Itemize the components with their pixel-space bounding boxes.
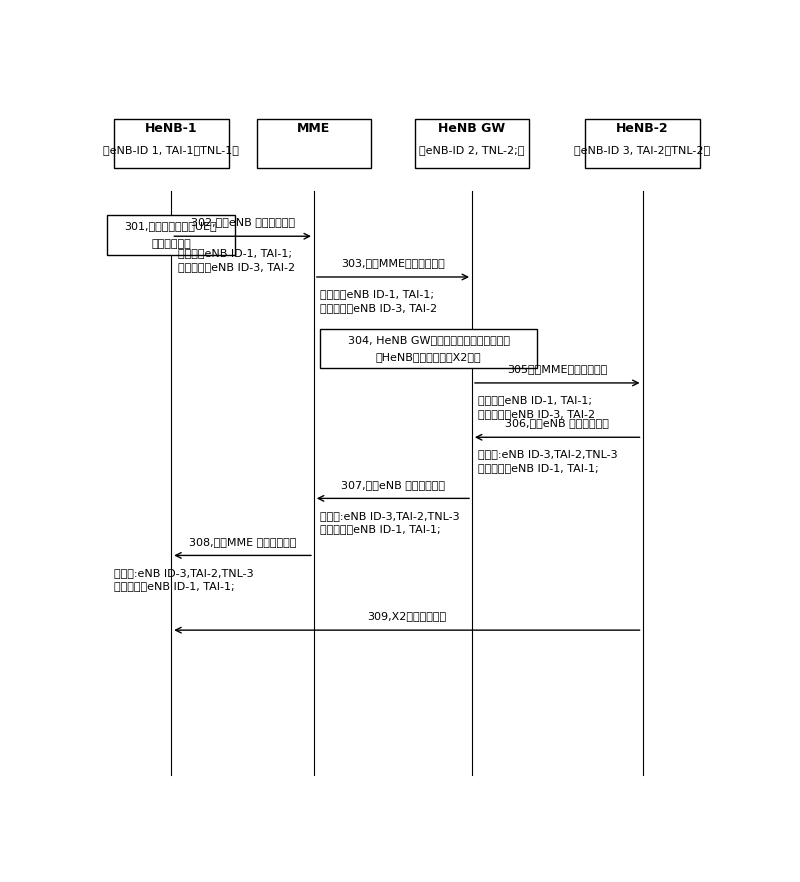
Text: 302,发送eNB 配置传输消息: 302,发送eNB 配置传输消息 bbox=[190, 217, 294, 228]
Text: 的HeNB之间建立直接X2接口: 的HeNB之间建立直接X2接口 bbox=[376, 352, 482, 362]
Text: 源节点：eNB ID-1, TAI-1;: 源节点：eNB ID-1, TAI-1; bbox=[178, 249, 291, 258]
Text: 301,发现新基站后，UE发: 301,发现新基站后，UE发 bbox=[125, 220, 218, 231]
Bar bbox=[114, 119, 229, 168]
Text: 目标节点：eNB ID-3, TAI-2: 目标节点：eNB ID-3, TAI-2 bbox=[320, 303, 438, 313]
Text: 307,发送eNB 配置传输消息: 307,发送eNB 配置传输消息 bbox=[341, 480, 445, 490]
Text: 目标节点：eNB ID-3, TAI-2: 目标节点：eNB ID-3, TAI-2 bbox=[178, 262, 294, 272]
Bar bbox=[585, 119, 700, 168]
Bar bbox=[107, 214, 234, 255]
Text: 304, HeNB GW决定其他基站可与自己控制: 304, HeNB GW决定其他基站可与自己控制 bbox=[348, 334, 510, 345]
Text: HeNB-1: HeNB-1 bbox=[145, 122, 198, 135]
Text: 源节点:eNB ID-3,TAI-2,TNL-3: 源节点:eNB ID-3,TAI-2,TNL-3 bbox=[478, 450, 618, 460]
Bar bbox=[414, 119, 530, 168]
Bar bbox=[320, 329, 537, 368]
Text: MME: MME bbox=[298, 122, 330, 135]
Text: （eNB-ID 3, TAI-2，TNL-2）: （eNB-ID 3, TAI-2，TNL-2） bbox=[574, 145, 710, 155]
Text: HeNB GW: HeNB GW bbox=[438, 122, 506, 135]
Text: 305发送MME配置传输消息: 305发送MME配置传输消息 bbox=[507, 364, 607, 374]
Text: 目标节点：eNB ID-1, TAI-1;: 目标节点：eNB ID-1, TAI-1; bbox=[114, 581, 234, 591]
Text: 源节点：eNB ID-1, TAI-1;: 源节点：eNB ID-1, TAI-1; bbox=[320, 289, 434, 299]
Text: 306,发送eNB 配置传输消息: 306,发送eNB 配置传输消息 bbox=[506, 418, 609, 429]
Text: 目标节点：eNB ID-1, TAI-1;: 目标节点：eNB ID-1, TAI-1; bbox=[478, 463, 599, 473]
Text: 源节点:eNB ID-3,TAI-2,TNL-3: 源节点:eNB ID-3,TAI-2,TNL-3 bbox=[114, 568, 254, 578]
Text: 目标节点：eNB ID-3, TAI-2: 目标节点：eNB ID-3, TAI-2 bbox=[478, 408, 595, 419]
Bar bbox=[257, 119, 371, 168]
Text: HeNB-2: HeNB-2 bbox=[616, 122, 669, 135]
Text: 309,X2接口建立请求: 309,X2接口建立请求 bbox=[367, 611, 446, 621]
Text: 303,发送MME配置传输消息: 303,发送MME配置传输消息 bbox=[341, 258, 445, 268]
Text: 源节点：eNB ID-1, TAI-1;: 源节点：eNB ID-1, TAI-1; bbox=[478, 395, 592, 405]
Text: 源节点:eNB ID-3,TAI-2,TNL-3: 源节点:eNB ID-3,TAI-2,TNL-3 bbox=[320, 511, 460, 520]
Text: （eNB-ID 1, TAI-1，TNL-1）: （eNB-ID 1, TAI-1，TNL-1） bbox=[103, 145, 239, 155]
Text: 送测量上报，: 送测量上报， bbox=[151, 239, 191, 249]
Text: （eNB-ID 2, TNL-2;）: （eNB-ID 2, TNL-2;） bbox=[419, 145, 525, 155]
Text: 目标节点：eNB ID-1, TAI-1;: 目标节点：eNB ID-1, TAI-1; bbox=[320, 524, 441, 534]
Text: 308,发送MME 配置传输消息: 308,发送MME 配置传输消息 bbox=[189, 536, 296, 547]
